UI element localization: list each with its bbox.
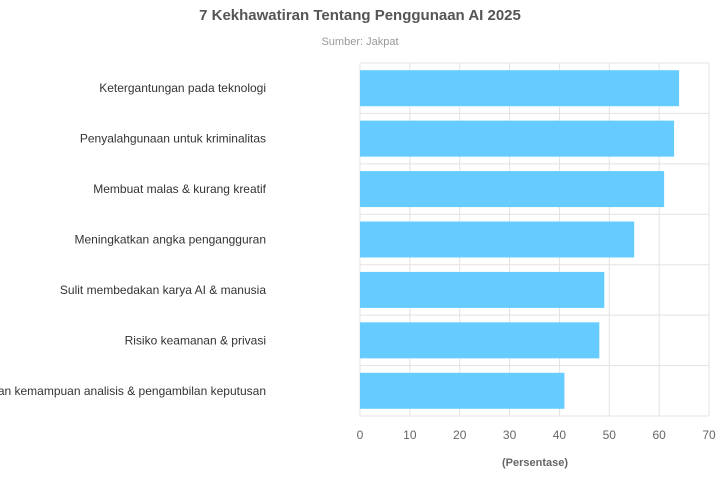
bar[interactable] xyxy=(360,221,635,258)
bar[interactable] xyxy=(360,322,600,359)
x-tick-labels: 0 10 20 30 40 50 60 70 xyxy=(357,428,716,442)
x-tick-label: 30 xyxy=(503,428,517,442)
x-tick-label: 70 xyxy=(702,428,716,442)
x-tick-label: 0 xyxy=(357,428,364,442)
category-labels: Ketergantungan pada teknologi Penyalahgun… xyxy=(0,81,267,398)
bar[interactable] xyxy=(360,171,665,208)
category-label: Menurunkan kemampuan analisis & pengambi… xyxy=(0,384,266,398)
x-tick-label: 20 xyxy=(453,428,467,442)
chart-subtitle: Sumber: Jakpat xyxy=(321,36,398,48)
category-label: Risiko keamanan & privasi xyxy=(125,333,266,347)
x-tick-label: 40 xyxy=(553,428,567,442)
chart-title: 7 Kekhawatiran Tentang Penggunaan AI 202… xyxy=(199,7,521,24)
x-tick-label: 60 xyxy=(652,428,666,442)
bar[interactable] xyxy=(360,70,680,107)
category-label: Sulit membedakan karya AI & manusia xyxy=(60,283,266,297)
x-tick-label: 10 xyxy=(403,428,417,442)
x-axis-label: (Persentase) xyxy=(502,457,568,469)
bar[interactable] xyxy=(360,372,565,409)
category-label: Membuat malas & kurang kreatif xyxy=(93,182,266,196)
bar[interactable] xyxy=(360,120,675,157)
category-label: Ketergantungan pada teknologi xyxy=(99,81,266,95)
category-label: Penyalahgunaan untuk kriminalitas xyxy=(80,132,266,146)
x-tick-label: 50 xyxy=(603,428,617,442)
bars xyxy=(360,70,680,409)
category-label: Meningkatkan angka pengangguran xyxy=(75,233,266,247)
bar[interactable] xyxy=(360,271,605,308)
